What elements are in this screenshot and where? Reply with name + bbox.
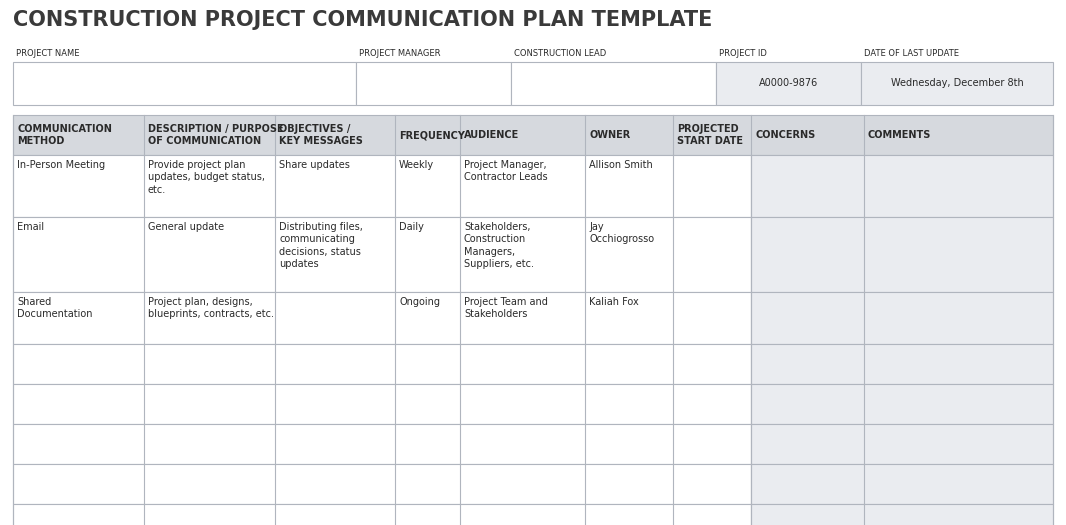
Bar: [13, 292, 752, 344]
Text: A0000-9876: A0000-9876: [759, 79, 818, 89]
Text: DESCRIPTION / PURPOSE
OF COMMUNICATION: DESCRIPTION / PURPOSE OF COMMUNICATION: [148, 124, 284, 146]
Bar: [13, 115, 1053, 155]
Bar: [752, 424, 1053, 464]
Bar: [752, 344, 1053, 384]
Text: FREQUENCY: FREQUENCY: [399, 130, 465, 140]
Text: Ongoing: Ongoing: [399, 297, 440, 307]
Text: PROJECTED
START DATE: PROJECTED START DATE: [677, 124, 743, 146]
Text: Daily: Daily: [399, 222, 424, 232]
Bar: [511, 62, 716, 105]
Bar: [13, 424, 752, 464]
Text: OWNER: OWNER: [589, 130, 630, 140]
Text: Allison Smith: Allison Smith: [589, 160, 652, 170]
Text: In-Person Meeting: In-Person Meeting: [17, 160, 106, 170]
Text: Weekly: Weekly: [399, 160, 434, 170]
Bar: [13, 344, 752, 384]
Text: DATE OF LAST UPDATE: DATE OF LAST UPDATE: [865, 49, 959, 58]
Text: General update: General update: [148, 222, 224, 232]
Bar: [752, 292, 1053, 344]
Text: AUDIENCE: AUDIENCE: [464, 130, 519, 140]
Text: PROJECT MANAGER: PROJECT MANAGER: [359, 49, 440, 58]
Bar: [752, 155, 1053, 217]
Text: CONSTRUCTION LEAD: CONSTRUCTION LEAD: [514, 49, 607, 58]
Text: Email: Email: [17, 222, 44, 232]
Bar: [356, 62, 511, 105]
Text: Project Team and
Stakeholders: Project Team and Stakeholders: [464, 297, 548, 319]
Text: CONCERNS: CONCERNS: [755, 130, 815, 140]
Bar: [752, 384, 1053, 424]
Bar: [716, 62, 861, 105]
Text: Project Manager,
Contractor Leads: Project Manager, Contractor Leads: [464, 160, 548, 182]
Bar: [752, 504, 1053, 525]
Text: CONSTRUCTION PROJECT COMMUNICATION PLAN TEMPLATE: CONSTRUCTION PROJECT COMMUNICATION PLAN …: [13, 10, 712, 30]
Text: COMMENTS: COMMENTS: [868, 130, 932, 140]
Text: Project plan, designs,
blueprints, contracts, etc.: Project plan, designs, blueprints, contr…: [148, 297, 274, 319]
Bar: [13, 155, 752, 217]
Bar: [13, 384, 752, 424]
Bar: [13, 464, 752, 504]
Text: Share updates: Share updates: [279, 160, 350, 170]
Bar: [13, 62, 356, 105]
Text: OBJECTIVES /
KEY MESSAGES: OBJECTIVES / KEY MESSAGES: [279, 124, 362, 146]
Text: Wednesday, December 8th: Wednesday, December 8th: [890, 79, 1023, 89]
Text: PROJECT NAME: PROJECT NAME: [16, 49, 80, 58]
Text: Kaliah Fox: Kaliah Fox: [589, 297, 639, 307]
Text: COMMUNICATION
METHOD: COMMUNICATION METHOD: [17, 124, 112, 146]
Text: Distributing files,
communicating
decisions, status
updates: Distributing files, communicating decisi…: [279, 222, 362, 269]
Bar: [752, 464, 1053, 504]
Text: Provide project plan
updates, budget status,
etc.: Provide project plan updates, budget sta…: [148, 160, 265, 195]
Text: Shared
Documentation: Shared Documentation: [17, 297, 93, 319]
Bar: [861, 62, 1053, 105]
Text: PROJECT ID: PROJECT ID: [718, 49, 766, 58]
Bar: [752, 217, 1053, 292]
Text: Stakeholders,
Construction
Managers,
Suppliers, etc.: Stakeholders, Construction Managers, Sup…: [464, 222, 534, 269]
Bar: [13, 504, 752, 525]
Text: Jay
Occhiogrosso: Jay Occhiogrosso: [589, 222, 655, 245]
Bar: [13, 217, 752, 292]
